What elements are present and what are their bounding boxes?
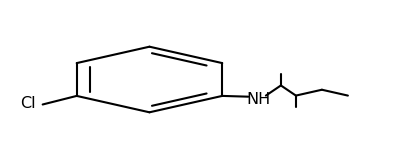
- Text: NH: NH: [247, 92, 271, 107]
- Text: Cl: Cl: [20, 96, 35, 111]
